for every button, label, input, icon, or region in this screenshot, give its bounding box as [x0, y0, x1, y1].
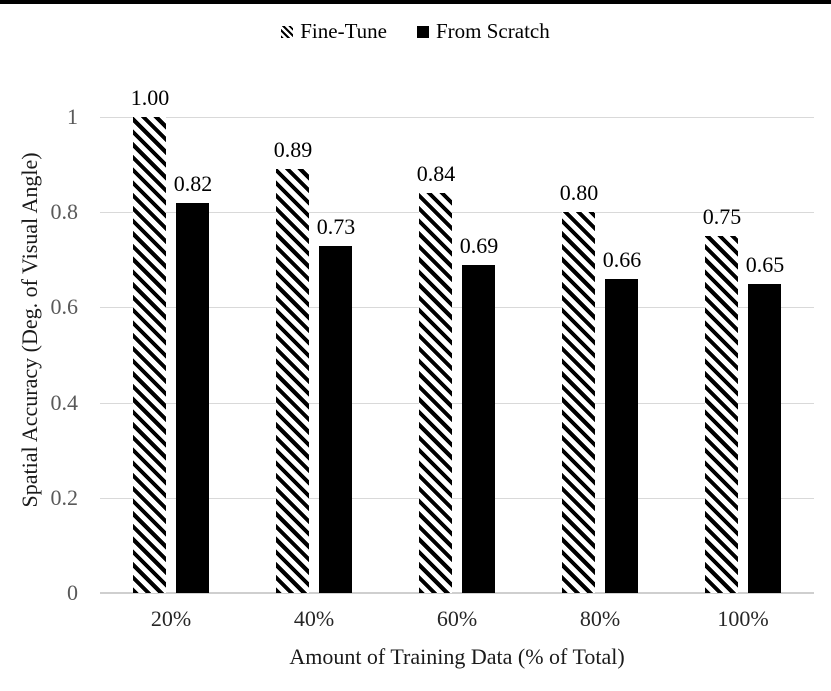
gridline [100, 117, 814, 118]
x-tick-label: 60% [436, 606, 478, 631]
bar-value-label: 0.65 [745, 252, 785, 277]
legend-item-fine-tune: Fine-Tune [281, 19, 387, 44]
bar-value-label: 0.66 [602, 247, 642, 272]
bar-value-label: 1.00 [130, 85, 170, 110]
bar-from-scratch [319, 246, 352, 593]
chart-legend: Fine-Tune From Scratch [0, 19, 831, 44]
legend-label-from-scratch: From Scratch [436, 19, 550, 43]
x-axis-line [100, 592, 814, 594]
bar-fine-tune [133, 117, 166, 593]
y-tick-label: 0.4 [50, 390, 79, 415]
gridline [100, 498, 814, 499]
y-tick-label: 0.6 [50, 294, 79, 319]
y-tick-label: 0.8 [50, 199, 79, 224]
bar-from-scratch [176, 203, 209, 593]
bar-value-label: 0.82 [173, 171, 213, 196]
bar-value-label: 0.75 [702, 204, 742, 229]
bar-fine-tune [562, 212, 595, 593]
bar-fine-tune [276, 169, 309, 593]
bar-value-label: 0.80 [559, 180, 599, 205]
top-border-rule [0, 0, 831, 4]
gridline [100, 403, 814, 404]
bar-value-label: 0.84 [416, 161, 456, 186]
bar-value-label: 0.73 [316, 214, 356, 239]
y-tick-label: 0.2 [50, 485, 79, 510]
bar-value-label: 0.89 [273, 137, 313, 162]
bar-from-scratch [748, 284, 781, 593]
bar-fine-tune [419, 193, 452, 593]
y-tick-label: 0 [67, 580, 78, 605]
legend-label-fine-tune: Fine-Tune [300, 19, 387, 43]
bar-from-scratch [462, 265, 495, 593]
x-tick-label: 80% [579, 606, 621, 631]
gridline [100, 212, 814, 213]
hatch-swatch-icon [281, 25, 294, 38]
gridline [100, 307, 814, 308]
x-tick-label: 20% [150, 606, 192, 631]
bar-from-scratch [605, 279, 638, 593]
bar-value-label: 0.69 [459, 233, 499, 258]
solid-swatch-icon [417, 25, 429, 38]
x-tick-label: 100% [717, 606, 769, 631]
x-axis-title: Amount of Training Data (% of Total) [289, 644, 625, 669]
bar-fine-tune [705, 236, 738, 593]
legend-item-from-scratch: From Scratch [417, 19, 550, 44]
y-axis-title: Spatial Accuracy (Deg. of Visual Angle) [17, 152, 42, 508]
y-tick-label: 1 [67, 104, 78, 129]
x-tick-label: 40% [293, 606, 335, 631]
